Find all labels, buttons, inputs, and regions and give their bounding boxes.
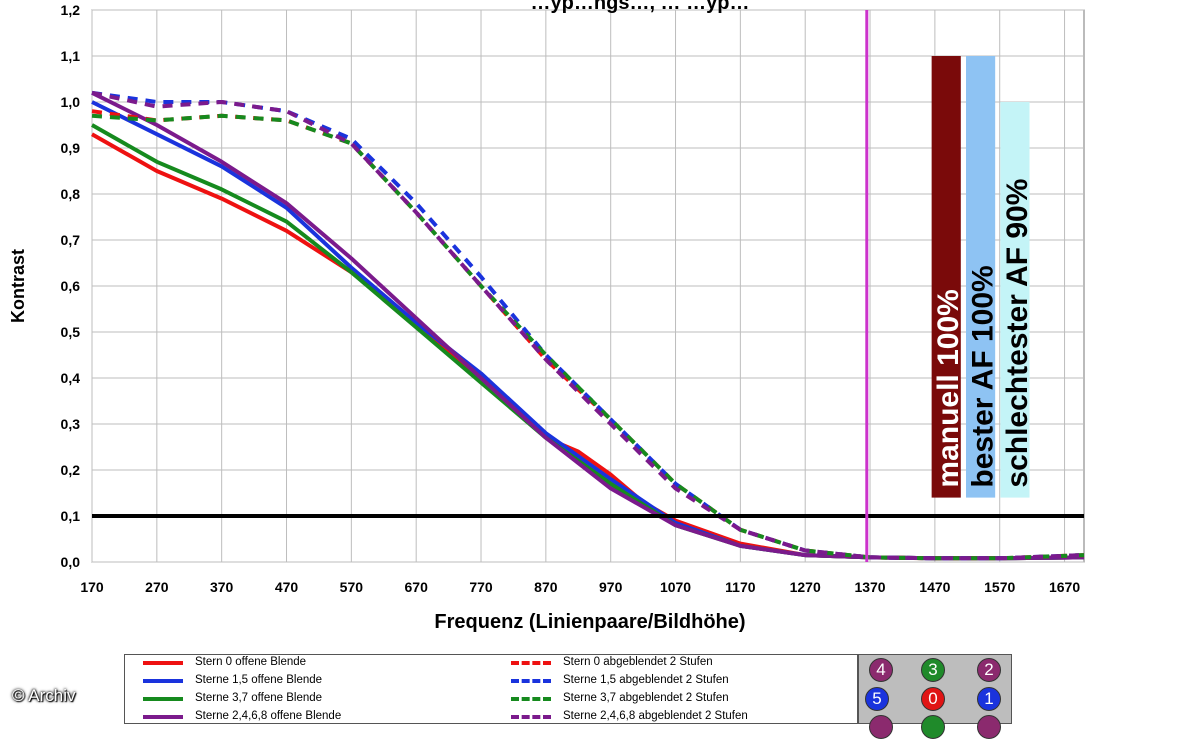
legend-swatch bbox=[143, 697, 183, 701]
annotation-bars: manuell 100% bester AF 100% schlechtester … bbox=[931, 56, 1034, 498]
y-tick-label: 0,0 bbox=[61, 554, 81, 570]
y-tick-label: 0,9 bbox=[61, 140, 81, 156]
annotation-bar-label: manuell 100% bbox=[932, 289, 965, 487]
star-position-panel: 4 3 2 5 0 1 bbox=[858, 654, 1012, 739]
legend-swatch bbox=[143, 679, 183, 683]
star-dot bbox=[869, 715, 893, 739]
legend-item: Stern 0 offene Blende bbox=[143, 653, 473, 671]
legend-item: Sterne 1,5 abgeblendet 2 Stufen bbox=[511, 671, 851, 689]
y-axis-title: Kontrast bbox=[8, 249, 28, 323]
series-lines bbox=[91, 90, 1085, 561]
star-dot bbox=[921, 715, 945, 739]
y-tick-label: 0,6 bbox=[61, 278, 81, 294]
y-tick-label: 0,2 bbox=[61, 462, 81, 478]
legend-item: Sterne 3,7 abgeblendet 2 Stufen bbox=[511, 689, 851, 707]
annotation-bar-label: schlechtester AF 90% bbox=[1001, 179, 1034, 488]
series-line bbox=[91, 113, 1085, 561]
x-axis-title: Frequenz (Linienpaare/Bildhöhe) bbox=[434, 611, 745, 633]
legend-label: Stern 0 offene Blende bbox=[195, 656, 307, 668]
legend-label: Sterne 2,4,6,8 offene Blende bbox=[195, 710, 342, 722]
series-line bbox=[91, 90, 1085, 561]
x-tick-label: 1170 bbox=[725, 579, 756, 595]
x-tick-label: 370 bbox=[210, 579, 234, 595]
annotation-bar-label: bester AF 100% bbox=[967, 265, 1000, 487]
y-tick-label: 0,7 bbox=[61, 232, 81, 248]
y-tick-label: 0,3 bbox=[61, 416, 81, 432]
legend-label: Sterne 1,5 offene Blende bbox=[195, 674, 323, 686]
legend-item: Sterne 2,4,6,8 abgeblendet 2 Stufen bbox=[511, 707, 851, 725]
legend-item: Sterne 1,5 offene Blende bbox=[143, 671, 473, 689]
legend-swatch bbox=[511, 697, 551, 701]
axes: 170 270 370 470 570 670 770 870 970 1070 1170 1270 1… bbox=[61, 2, 1081, 595]
x-tick-label: 1670 bbox=[1049, 579, 1080, 595]
y-tick-label: 1,2 bbox=[61, 2, 81, 18]
x-tick-label: 570 bbox=[340, 579, 364, 595]
star-dot: 5 bbox=[865, 687, 889, 711]
legend-label: Stern 0 abgeblendet 2 Stufen bbox=[563, 656, 713, 668]
legend-swatch bbox=[511, 661, 551, 665]
legend-swatch bbox=[511, 679, 551, 683]
x-tick-label: 1270 bbox=[790, 579, 821, 595]
copyright-credit: © Archiv bbox=[12, 686, 76, 705]
y-tick-label: 1,1 bbox=[61, 48, 81, 64]
x-tick-label: 1470 bbox=[919, 579, 950, 595]
annotation-bar bbox=[931, 56, 961, 498]
x-tick-label: 670 bbox=[405, 579, 429, 595]
reference-lines bbox=[92, 10, 1084, 562]
annotation-bar bbox=[965, 56, 996, 498]
y-tick-label: 0,4 bbox=[61, 370, 81, 386]
legend-label: Sterne 2,4,6,8 abgeblendet 2 Stufen bbox=[563, 710, 748, 722]
legend: Stern 0 offene Blende Sterne 1,5 offene … bbox=[124, 654, 858, 724]
legend-item: Sterne 2,4,6,8 offene Blende bbox=[143, 707, 473, 725]
legend-label: Sterne 3,7 abgeblendet 2 Stufen bbox=[563, 692, 729, 704]
x-tick-label: 1070 bbox=[660, 579, 691, 595]
star-dot bbox=[977, 715, 1001, 739]
x-tick-label: 1570 bbox=[984, 579, 1015, 595]
legend-swatch bbox=[143, 715, 183, 719]
x-tick-label: 1370 bbox=[854, 579, 885, 595]
y-tick-label: 0,1 bbox=[61, 508, 81, 524]
annotation-bar bbox=[1000, 102, 1030, 498]
star-dot: 2 bbox=[977, 658, 1001, 682]
legend-swatch bbox=[511, 715, 551, 719]
star-dot: 1 bbox=[977, 687, 1001, 711]
x-tick-label: 270 bbox=[145, 579, 169, 595]
legend-label: Sterne 1,5 abgeblendet 2 Stufen bbox=[563, 674, 729, 686]
star-dot: 3 bbox=[921, 658, 945, 682]
y-tick-label: 0,8 bbox=[61, 186, 81, 202]
x-tick-label: 970 bbox=[599, 579, 623, 595]
legend-label: Sterne 3,7 offene Blende bbox=[195, 692, 323, 704]
mtf-chart: manuell 100% bester AF 100% schlechtester … bbox=[8, 0, 1085, 633]
y-tick-label: 1,0 bbox=[61, 94, 81, 110]
y-tick-label: 0,5 bbox=[61, 324, 81, 340]
x-tick-label: 870 bbox=[534, 579, 558, 595]
x-tick-label: 470 bbox=[275, 579, 299, 595]
star-dot: 0 bbox=[921, 687, 945, 711]
chart-title: …yp…ngs…, … …yp… bbox=[531, 0, 750, 14]
x-tick-label: 770 bbox=[469, 579, 493, 595]
legend-item: Sterne 3,7 offene Blende bbox=[143, 689, 473, 707]
legend-item: Stern 0 abgeblendet 2 Stufen bbox=[511, 653, 851, 671]
legend-swatch bbox=[143, 661, 183, 665]
x-tick-label: 170 bbox=[80, 579, 104, 595]
star-dot: 4 bbox=[869, 658, 893, 682]
